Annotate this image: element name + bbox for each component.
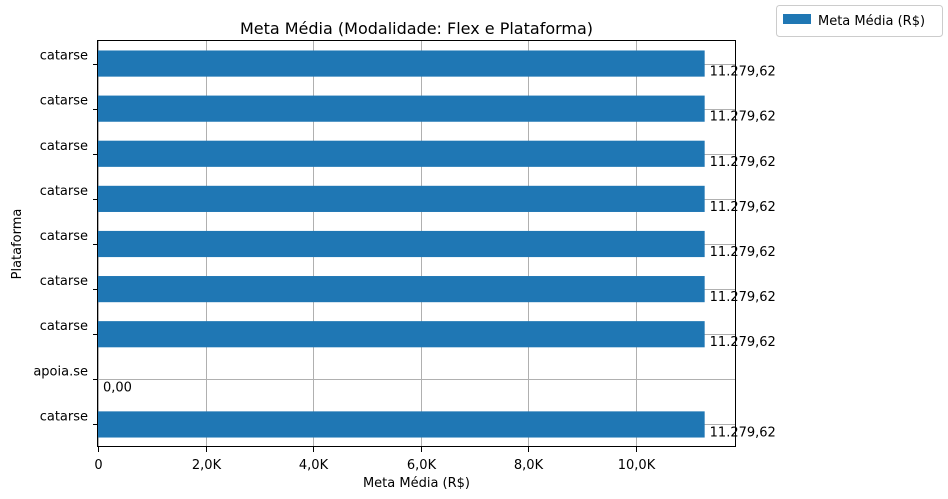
bars bbox=[98, 50, 705, 438]
bar bbox=[98, 95, 705, 122]
data-label: 11.279,62 bbox=[710, 335, 776, 350]
y-tick-label: catarse bbox=[40, 49, 88, 64]
y-tick-label: catarse bbox=[40, 274, 88, 289]
y-tick-label: catarse bbox=[40, 319, 88, 334]
y-tick-label: catarse bbox=[40, 139, 88, 154]
bar bbox=[98, 140, 705, 167]
data-label: 11.279,62 bbox=[710, 155, 776, 170]
y-tick-label: catarse bbox=[40, 229, 88, 244]
bar bbox=[98, 321, 705, 348]
data-label: 11.279,62 bbox=[710, 65, 776, 80]
y-tick-label: catarse bbox=[40, 94, 88, 109]
data-labels: 11.279,62 11.279,62 11.279,62 11.279,62 11.2… bbox=[103, 65, 776, 441]
legend-swatch bbox=[783, 14, 811, 24]
y-tick-label: catarse bbox=[40, 184, 88, 199]
data-label: 11.279,62 bbox=[710, 245, 776, 260]
data-label: 11.279,62 bbox=[710, 110, 776, 125]
legend: Meta Média (R$) bbox=[776, 5, 943, 37]
data-label: 0,00 bbox=[103, 380, 132, 395]
chart-title: Meta Média (Modalidade: Flex e Plataform… bbox=[240, 19, 593, 38]
bar bbox=[98, 276, 705, 303]
x-tick-label: 2,0K bbox=[192, 458, 222, 473]
x-tick-label: 10,0K bbox=[618, 458, 656, 473]
data-label: 11.279,62 bbox=[710, 200, 776, 215]
legend-label: Meta Média (R$) bbox=[818, 14, 925, 29]
y-axis-ticks: catarse catarse catarse catarse catarse catar… bbox=[33, 49, 98, 425]
y-tick-label: apoia.se bbox=[33, 364, 88, 379]
bar bbox=[98, 230, 705, 258]
x-tick-label: 6,0K bbox=[407, 458, 437, 473]
data-label: 11.279,62 bbox=[710, 425, 776, 440]
bar bbox=[98, 185, 705, 212]
x-axis-label: Meta Média (R$) bbox=[363, 476, 470, 491]
x-tick-label: 0 bbox=[94, 458, 102, 473]
data-label: 11.279,62 bbox=[710, 290, 776, 305]
bar bbox=[98, 50, 705, 77]
plot-frame bbox=[97, 40, 736, 447]
legend-frame bbox=[776, 5, 943, 37]
x-tick-label: 4,0K bbox=[299, 458, 329, 473]
y-axis-label: Plataforma bbox=[10, 209, 25, 280]
y-tick-label: catarse bbox=[40, 409, 88, 424]
x-tick-label: 8,0K bbox=[514, 458, 544, 473]
x-axis-ticks: 0 2,0K 4,0K 6,0K 8,0K 10,0K bbox=[94, 447, 656, 473]
bar bbox=[98, 411, 705, 438]
